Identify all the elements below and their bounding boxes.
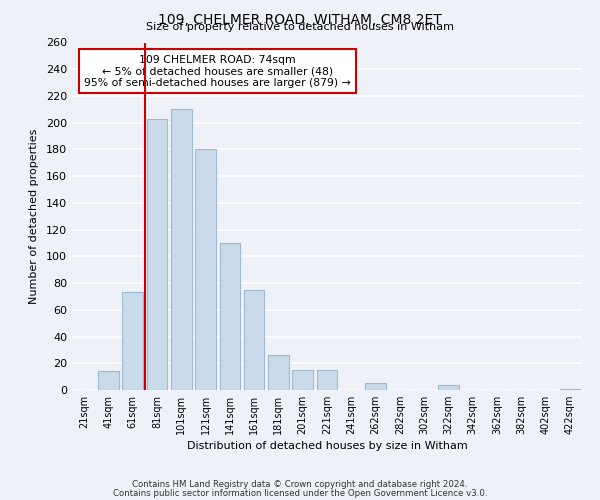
Bar [560,388,580,390]
Bar [317,370,337,390]
Text: 109 CHELMER ROAD: 74sqm
← 5% of detached houses are smaller (48)
95% of semi-det: 109 CHELMER ROAD: 74sqm ← 5% of detached… [84,54,351,88]
Bar [220,243,240,390]
Bar [244,290,265,390]
X-axis label: Distribution of detached houses by size in Witham: Distribution of detached houses by size … [187,441,467,451]
Bar [292,370,313,390]
Bar [195,150,216,390]
Y-axis label: Number of detached properties: Number of detached properties [29,128,39,304]
Text: 109, CHELMER ROAD, WITHAM, CM8 2ET: 109, CHELMER ROAD, WITHAM, CM8 2ET [158,12,442,26]
Text: Contains HM Land Registry data © Crown copyright and database right 2024.: Contains HM Land Registry data © Crown c… [132,480,468,489]
Text: Size of property relative to detached houses in Witham: Size of property relative to detached ho… [146,22,454,32]
Bar [171,110,191,390]
Bar [146,118,167,390]
Bar [268,355,289,390]
Bar [365,384,386,390]
Bar [438,384,459,390]
Text: Contains public sector information licensed under the Open Government Licence v3: Contains public sector information licen… [113,488,487,498]
Bar [98,372,119,390]
Bar [122,292,143,390]
